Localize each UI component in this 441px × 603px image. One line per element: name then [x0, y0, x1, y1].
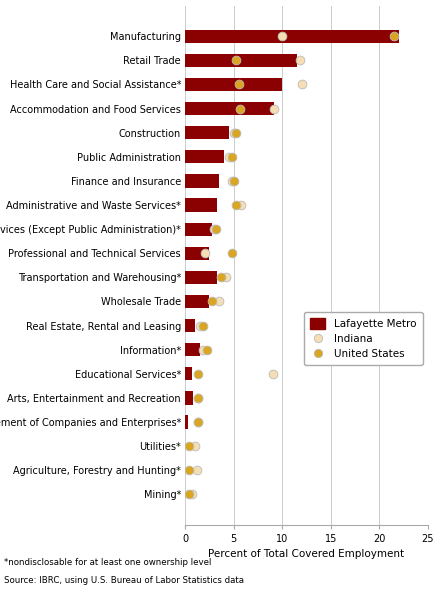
Point [213, 224, 220, 234]
Point [188, 490, 195, 499]
Bar [185, 271, 217, 284]
Point [194, 369, 202, 379]
Bar [185, 30, 399, 43]
Point [228, 176, 235, 186]
Bar [185, 295, 209, 308]
Point [194, 393, 202, 403]
Point [390, 31, 397, 41]
Bar [185, 391, 193, 405]
Point [186, 466, 193, 475]
Point [298, 80, 305, 89]
Bar [185, 223, 213, 236]
Text: *nondisclosable for at least one ownership level: *nondisclosable for at least one ownersh… [4, 558, 212, 567]
Bar [185, 415, 188, 429]
Point [228, 248, 235, 258]
X-axis label: Percent of Total Covered Employment: Percent of Total Covered Employment [209, 549, 404, 559]
Point [194, 393, 202, 403]
Point [232, 55, 239, 65]
Point [193, 466, 200, 475]
Legend: Lafayette Metro, Indiana, United States: Lafayette Metro, Indiana, United States [303, 312, 422, 365]
Bar [185, 150, 224, 163]
Point [201, 248, 208, 258]
Point [216, 297, 223, 306]
Point [209, 297, 216, 306]
Bar [185, 198, 217, 212]
Bar [185, 102, 274, 115]
Text: Source: IBRC, using U.S. Bureau of Labor Statistics data: Source: IBRC, using U.S. Bureau of Labor… [4, 576, 244, 585]
Point [222, 273, 229, 282]
Bar [185, 319, 195, 332]
Point [194, 417, 202, 427]
Point [186, 441, 193, 451]
Point [191, 441, 198, 451]
Point [225, 152, 232, 162]
Bar [185, 54, 297, 67]
Point [236, 104, 243, 113]
Point [235, 80, 242, 89]
Bar [185, 174, 219, 188]
Point [196, 321, 203, 330]
Point [279, 31, 286, 41]
Point [217, 273, 224, 282]
Point [296, 55, 303, 65]
Bar [185, 343, 200, 356]
Point [228, 152, 235, 162]
Point [232, 128, 239, 137]
Bar [185, 367, 192, 380]
Point [194, 417, 202, 427]
Point [186, 490, 193, 499]
Point [230, 128, 237, 137]
Point [199, 345, 206, 355]
Point [238, 200, 245, 210]
Point [203, 345, 210, 355]
Point [271, 104, 278, 113]
Bar [185, 78, 282, 91]
Point [211, 224, 218, 234]
Point [232, 200, 239, 210]
Bar [185, 247, 209, 260]
Bar [185, 126, 229, 139]
Point [230, 176, 237, 186]
Point [269, 369, 276, 379]
Point [199, 321, 206, 330]
